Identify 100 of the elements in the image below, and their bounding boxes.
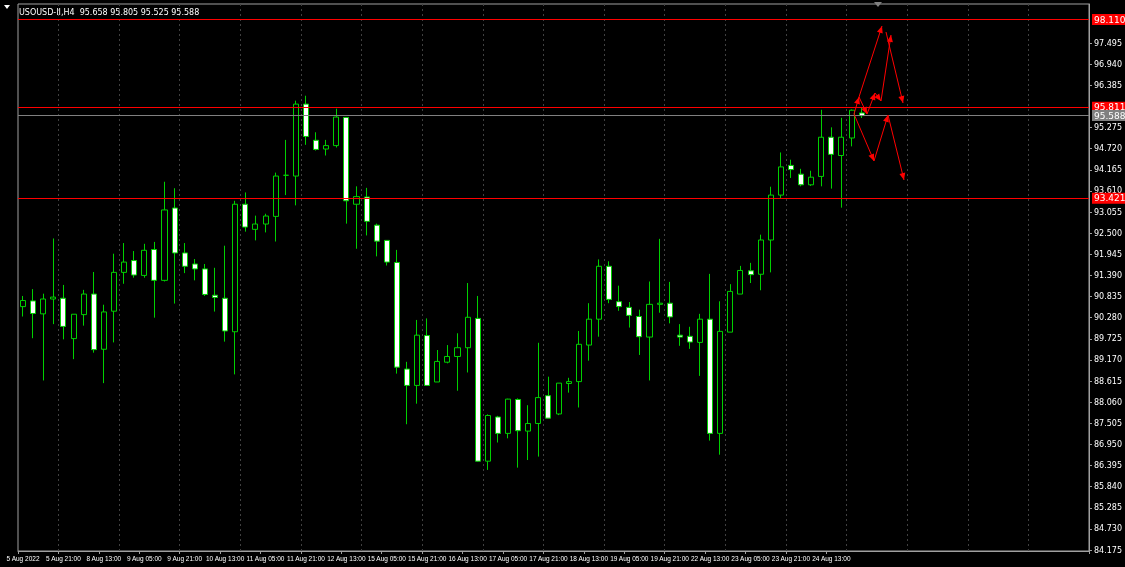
- candlestick: [808, 170, 814, 187]
- candlestick: [303, 95, 309, 146]
- candlestick: [131, 250, 137, 279]
- candlestick: [566, 377, 572, 394]
- y-tick-label: 88.615: [1094, 376, 1123, 386]
- candlestick: [828, 126, 834, 190]
- candlestick: [748, 262, 754, 284]
- candlestick: [485, 413, 491, 471]
- y-tick-label: 87.505: [1094, 418, 1123, 428]
- y-tick-label: 89.170: [1094, 355, 1123, 365]
- candlestick: [818, 109, 824, 187]
- y-tick-label: 96.940: [1094, 59, 1123, 69]
- candlestick: [586, 302, 592, 362]
- y-tick-label: 97.495: [1094, 38, 1123, 48]
- candlestick: [505, 398, 511, 439]
- candlestick: [788, 159, 794, 179]
- candlestick: [737, 265, 743, 295]
- y-tick-label: 86.950: [1094, 439, 1123, 449]
- candlestick: [677, 323, 683, 347]
- candlestick: [849, 108, 855, 147]
- candlestick: [172, 187, 178, 305]
- y-tick-label: 94.165: [1094, 165, 1123, 175]
- candlestick: [646, 281, 653, 381]
- y-tick-label: 88.060: [1094, 397, 1123, 407]
- y-tick-label: 84.730: [1094, 524, 1123, 534]
- ref-line-label: 95.811: [1094, 102, 1125, 113]
- candlestick: [636, 309, 642, 356]
- y-tick-label: 90.835: [1094, 292, 1123, 302]
- candlestick: [434, 349, 440, 383]
- y-tick-label: 91.390: [1094, 270, 1123, 280]
- candlestick: [515, 397, 521, 469]
- y-tick-label: 93.055: [1094, 207, 1123, 217]
- candlestick: [313, 131, 319, 152]
- y-tick-label: 96.385: [1094, 80, 1123, 90]
- ref-line-label: 95.588: [1094, 110, 1125, 121]
- y-tick-label: 85.285: [1094, 503, 1123, 513]
- candlestick: [717, 300, 723, 456]
- chart-title: USOUSD-II,H4 95.658 95.805 95.525 95.588: [19, 7, 200, 17]
- candlestick: [192, 258, 198, 281]
- candlestick: [182, 242, 188, 274]
- candlestick: [454, 332, 461, 392]
- y-tick-label: 86.395: [1094, 461, 1123, 471]
- candlestick: [475, 295, 481, 463]
- candlestick: [283, 139, 289, 196]
- candlestick: [606, 260, 612, 304]
- candlestick: [838, 117, 844, 209]
- candlestick: [626, 301, 632, 329]
- candlestick: [424, 317, 430, 386]
- candlestick: [212, 267, 218, 313]
- candlestick: [798, 168, 804, 187]
- candlestick: [697, 313, 703, 377]
- candlestick: [707, 273, 713, 442]
- candlestick: [616, 285, 622, 312]
- candlestick: [384, 239, 390, 267]
- y-tick-label: 90.280: [1094, 313, 1123, 323]
- candlestick: [374, 223, 380, 257]
- y-tick-label: 91.945: [1094, 249, 1123, 259]
- candlestick: [323, 139, 329, 156]
- candlestick: [202, 263, 208, 297]
- candlestick: [161, 181, 168, 282]
- candlestick: [232, 200, 238, 375]
- y-tick-label: 95.275: [1094, 123, 1123, 133]
- candlestick: [263, 213, 269, 233]
- candlestick: [465, 282, 471, 373]
- candlestick: [778, 151, 784, 200]
- candlestick: [333, 108, 339, 149]
- y-tick-label: 84.175: [1094, 545, 1123, 555]
- candlestick: [444, 344, 450, 364]
- candlestick: [20, 295, 26, 318]
- candlestick: [71, 313, 77, 360]
- y-tick-label: 89.725: [1094, 334, 1123, 344]
- candlestick: [545, 376, 551, 419]
- y-tick-label: 94.720: [1094, 144, 1123, 154]
- candlestick: [364, 187, 370, 236]
- candlestick: [535, 342, 541, 458]
- candlestick: [91, 271, 97, 354]
- candlestick: [414, 319, 420, 405]
- candlestick: [667, 281, 673, 324]
- y-tick-label: 85.840: [1094, 482, 1123, 492]
- candlestick: [727, 283, 733, 333]
- candlestick: [40, 293, 46, 381]
- candlestick: [556, 382, 562, 416]
- candlestick: [293, 100, 299, 206]
- candlestick: [141, 243, 147, 279]
- candlestick: [252, 215, 258, 241]
- y-tick-label: 92.500: [1094, 228, 1123, 238]
- candlestick: [404, 361, 410, 425]
- ref-line-label: 93.421: [1094, 193, 1125, 204]
- candlestick: [151, 241, 157, 319]
- candlestick: [576, 330, 582, 408]
- candlestick: [222, 245, 228, 343]
- candlestick: [596, 258, 602, 338]
- candlestick: [758, 234, 764, 291]
- candlestick: [101, 304, 107, 384]
- candlestick: [273, 172, 279, 243]
- candlestick: [394, 249, 400, 375]
- candlestick: [687, 326, 693, 350]
- candlestick: [50, 237, 56, 325]
- ref-line-label: 98.110: [1094, 14, 1125, 25]
- candlestick: [111, 253, 117, 343]
